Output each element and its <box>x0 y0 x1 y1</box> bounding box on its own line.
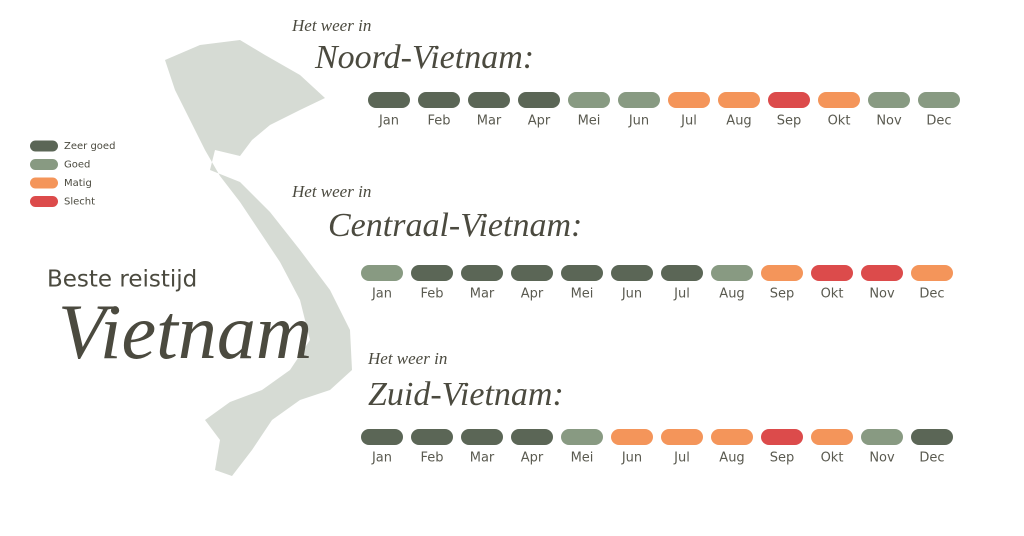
rating-pill <box>711 429 753 445</box>
rating-pill <box>711 265 753 281</box>
region-prefix: Het weer in <box>291 16 371 35</box>
legend-label: Zeer goed <box>64 141 115 152</box>
legend-swatch <box>30 196 58 207</box>
legend-swatch <box>30 159 58 170</box>
rating-pill <box>568 92 610 108</box>
title-line1: Beste reistijd <box>47 267 197 293</box>
rating-pill <box>411 265 453 281</box>
month-label: Apr <box>528 114 551 129</box>
month-label: Jun <box>621 451 642 466</box>
rating-pill <box>668 92 710 108</box>
month-label: Apr <box>521 451 544 466</box>
region-name: Centraal-Vietnam: <box>328 207 582 244</box>
rating-pill <box>511 429 553 445</box>
month-label: Jan <box>371 287 392 302</box>
region-name: Noord-Vietnam: <box>314 39 534 76</box>
month-label: Feb <box>420 287 443 302</box>
rating-pill <box>618 92 660 108</box>
month-label: Jul <box>680 114 697 129</box>
rating-pill <box>361 429 403 445</box>
month-label: Sep <box>777 114 802 129</box>
month-label: Dec <box>926 114 951 129</box>
rating-pill <box>561 429 603 445</box>
rating-pill <box>368 92 410 108</box>
rating-pill <box>811 429 853 445</box>
rating-pill <box>661 265 703 281</box>
rating-pill <box>411 429 453 445</box>
month-label: Nov <box>869 451 895 466</box>
month-label: Nov <box>869 287 895 302</box>
rating-pill <box>518 92 560 108</box>
rating-pill <box>761 429 803 445</box>
region-name: Zuid-Vietnam: <box>368 376 564 413</box>
month-label: Jun <box>628 114 649 129</box>
month-label: Jul <box>673 287 690 302</box>
region-prefix: Het weer in <box>367 349 447 368</box>
rating-pill <box>561 265 603 281</box>
month-label: Jan <box>378 114 399 129</box>
rating-pill <box>861 429 903 445</box>
month-label: Feb <box>420 451 443 466</box>
month-label: Mei <box>578 114 601 129</box>
rating-pill <box>468 92 510 108</box>
month-label: Mei <box>571 451 594 466</box>
legend-label: Slecht <box>64 197 95 208</box>
rating-pill <box>461 429 503 445</box>
rating-pill <box>361 265 403 281</box>
month-label: Mar <box>477 114 502 129</box>
month-label: Dec <box>919 451 944 466</box>
month-label: Aug <box>726 114 751 129</box>
month-label: Okt <box>821 451 844 466</box>
region-prefix: Het weer in <box>291 182 371 201</box>
month-label: Mar <box>470 451 495 466</box>
legend-label: Matig <box>64 178 92 189</box>
month-label: Mar <box>470 287 495 302</box>
month-label: Dec <box>919 287 944 302</box>
month-label: Jul <box>673 451 690 466</box>
month-label: Sep <box>770 451 795 466</box>
rating-pill <box>911 429 953 445</box>
rating-pill <box>761 265 803 281</box>
vietnam-map <box>165 40 352 476</box>
rating-pill <box>418 92 460 108</box>
month-label: Jan <box>371 451 392 466</box>
month-label: Sep <box>770 287 795 302</box>
month-label: Nov <box>876 114 902 129</box>
legend-label: Goed <box>64 160 90 171</box>
rating-pill <box>611 429 653 445</box>
title-line2: Vietnam <box>58 288 312 375</box>
rating-pill <box>661 429 703 445</box>
rating-pill <box>918 92 960 108</box>
rating-pill <box>868 92 910 108</box>
month-label: Jun <box>621 287 642 302</box>
rating-pill <box>461 265 503 281</box>
rating-pill <box>511 265 553 281</box>
rating-pill <box>718 92 760 108</box>
rating-pill <box>818 92 860 108</box>
rating-pill <box>811 265 853 281</box>
month-label: Aug <box>719 287 744 302</box>
rating-pill <box>911 265 953 281</box>
month-label: Feb <box>427 114 450 129</box>
month-label: Okt <box>828 114 851 129</box>
month-label: Okt <box>821 287 844 302</box>
rating-pill <box>611 265 653 281</box>
legend-swatch <box>30 140 58 152</box>
month-label: Mei <box>571 287 594 302</box>
legend-swatch <box>30 177 58 189</box>
month-label: Apr <box>521 287 544 302</box>
rating-pill <box>768 92 810 108</box>
rating-pill <box>861 265 903 281</box>
month-label: Aug <box>719 451 744 466</box>
